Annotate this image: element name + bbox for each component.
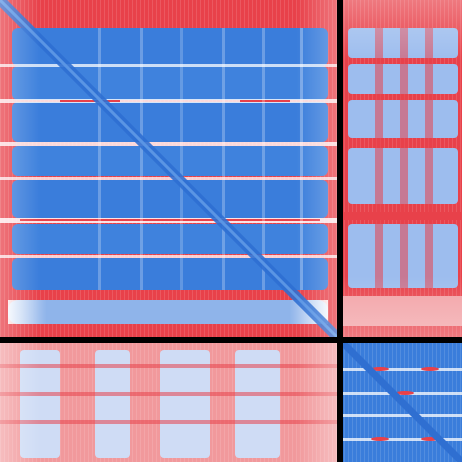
horizontal-separator (0, 337, 462, 343)
panel-top-right (343, 0, 462, 337)
panel-top-left (0, 0, 341, 341)
panel-bottom-right (340, 340, 462, 462)
panel-bottom-left (0, 343, 337, 462)
vertical-separator (337, 0, 343, 462)
